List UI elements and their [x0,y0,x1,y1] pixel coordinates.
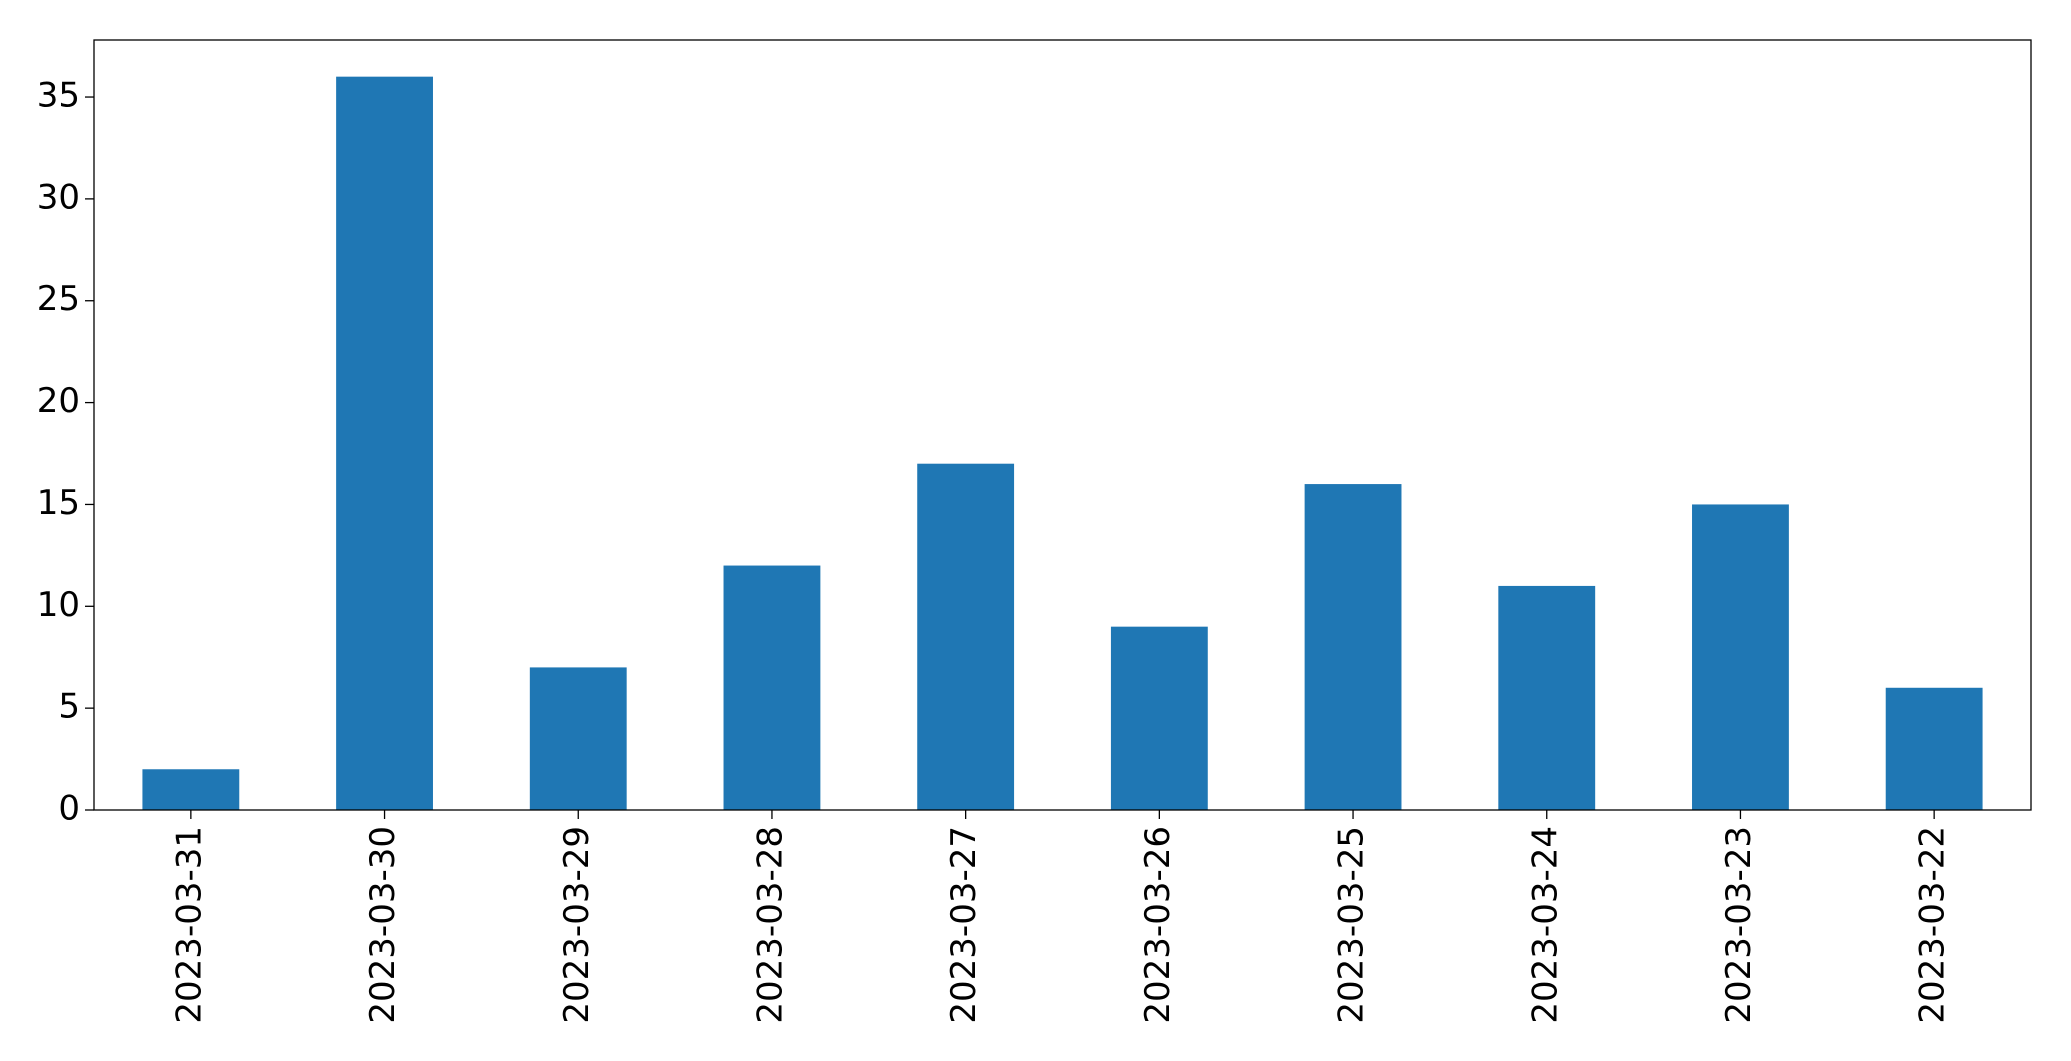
x-tick-label: 2023-03-25 [1332,826,1372,1024]
plot-frame [93,39,2032,811]
y-tick-label: 0 [58,789,80,829]
bar [1498,585,1596,810]
bar [1692,504,1789,810]
y-tick-label: 10 [37,585,80,625]
x-tick-label: 2023-03-27 [944,826,984,1024]
bar [1110,626,1208,810]
y-tick-label: 5 [58,687,80,727]
y-tick-label: 20 [37,381,80,421]
x-tick-label: 2023-03-30 [363,826,403,1024]
x-tick-label: 2023-03-31 [169,826,209,1024]
bar [917,463,1015,810]
x-tick-label: 2023-03-23 [1719,826,1759,1024]
x-tick-label: 2023-03-24 [1525,826,1565,1024]
bar [336,76,433,810]
y-tick-label: 25 [37,279,80,319]
x-tick-label: 2023-03-22 [1913,826,1953,1024]
x-tick-label: 2023-03-28 [750,826,790,1024]
y-tick-label: 35 [37,76,80,116]
bar [142,769,240,810]
y-tick-label: 30 [37,177,80,217]
bar [1885,687,1983,810]
y-tick-label: 15 [37,483,80,523]
x-tick-label: 2023-03-26 [1138,826,1178,1024]
x-tick-label: 2023-03-29 [557,826,597,1024]
bar [723,565,821,810]
bar [1304,484,1402,810]
bar [529,667,627,810]
